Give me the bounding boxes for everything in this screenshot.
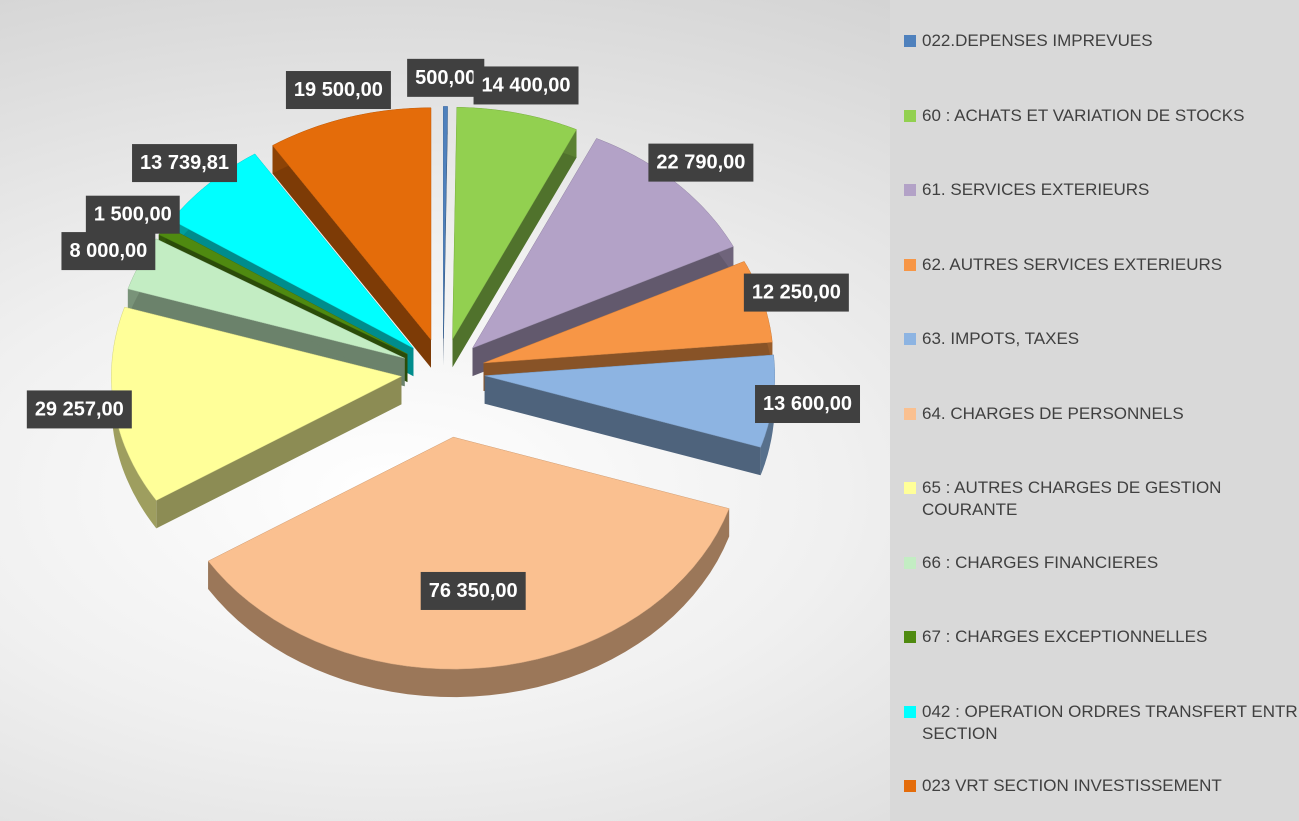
data-label: 500,00	[415, 67, 476, 89]
legend-entry: 65 : AUTRES CHARGES DE GESTION COURANTE	[904, 477, 1299, 521]
slice-side	[272, 145, 431, 368]
legend-swatch	[904, 556, 916, 569]
slice	[452, 107, 577, 341]
legend-swatch	[904, 780, 916, 792]
legend-swatch	[904, 631, 916, 643]
slice-side	[452, 129, 577, 368]
legend-label: 62. AUTRES SERVICES EXTERIEURS	[922, 254, 1223, 274]
slice	[171, 153, 414, 349]
slice-side	[111, 307, 157, 529]
legend-label: 023 VRT SECTION INVESTISSEMENT	[922, 776, 1222, 795]
data-label-box	[85, 195, 180, 234]
legend-entry: 62. AUTRES SERVICES EXTERIEURS	[904, 254, 1299, 276]
data-label-box	[755, 385, 861, 424]
legend-entry: 023 VRT SECTION INVESTISSEMENT	[904, 775, 1299, 797]
data-label: 19 500,00	[294, 79, 383, 101]
data-label: 29 257,00	[35, 398, 124, 420]
slice	[207, 436, 730, 670]
legend-label: 60 : ACHATS ET VARIATION DE STOCKS	[922, 105, 1245, 125]
legend-label: 67 : CHARGES EXCEPTIONNELLES	[922, 627, 1208, 646]
data-label-box	[420, 571, 526, 610]
legend-entry: 61. SERVICES EXTERIEURS	[904, 179, 1299, 201]
data-label-box	[132, 144, 238, 183]
slice-side	[484, 375, 761, 476]
slice	[471, 138, 734, 349]
data-label: 13 600,00	[763, 393, 852, 415]
pie-area: 500,00 14 400,00 22 790,00 12 250,00 13 600,…	[26, 58, 861, 698]
legend-entry: 66 : CHARGES FINANCIERES	[904, 552, 1299, 574]
legend-entry: 022.DEPENSES IMPREVUES	[904, 30, 1299, 52]
legend-label: 66 : CHARGES FINANCIERES	[922, 552, 1159, 572]
data-label: 22 790,00	[656, 152, 745, 174]
legend-label: 65 : AUTRES CHARGES DE GESTION COURANTE	[922, 478, 1222, 519]
legend-label: 64. CHARGES DE PERSONNELS	[922, 403, 1184, 423]
legend-label: 61. SERVICES EXTERIEURS	[922, 180, 1150, 199]
legend-entry: 60 : ACHATS ET VARIATION DE STOCKS	[904, 105, 1299, 127]
legend-swatch	[904, 407, 916, 420]
data-label-box	[407, 58, 485, 97]
legend-label: 022.DEPENSES IMPREVUES	[922, 31, 1153, 50]
data-label-box	[648, 143, 754, 182]
slice-side	[208, 508, 730, 698]
data-label: 12 250,00	[752, 282, 841, 304]
legend-swatch	[904, 35, 916, 47]
legend-entry: 64. CHARGES DE PERSONNELS	[904, 403, 1299, 425]
legend: 022.DEPENSES IMPREVUES 60 : ACHATS ET VAR…	[890, 0, 1299, 821]
legend-swatch	[904, 482, 916, 494]
legend-swatch	[904, 258, 916, 271]
data-label: 1 500,00	[94, 204, 172, 226]
legend-label: 042 : OPERATION ORDRES TRANSFERT ENTRE S…	[922, 701, 1299, 743]
legend-swatch	[904, 333, 916, 345]
data-label: 13 739,81	[140, 152, 229, 174]
data-label: 8 000,00	[69, 240, 147, 262]
data-label: 14 400,00	[482, 74, 571, 96]
legend-entry: 042 : OPERATION ORDRES TRANSFERT ENTRE S…	[904, 701, 1299, 745]
data-label-box	[743, 273, 849, 312]
slices	[111, 106, 775, 698]
slice	[272, 107, 432, 341]
data-label: 76 350,00	[429, 580, 518, 602]
slice	[443, 106, 448, 339]
legend-entry: 63. IMPOTS, TAXES	[904, 328, 1299, 350]
data-label-box	[61, 232, 156, 271]
legend-label: 63. IMPOTS, TAXES	[922, 329, 1080, 348]
legend-swatch	[904, 109, 916, 122]
data-label-box	[26, 390, 132, 429]
legend-swatch	[904, 705, 916, 718]
data-label-box	[473, 66, 579, 105]
legend-swatch	[904, 184, 916, 196]
data-label-box	[285, 71, 391, 110]
legend-entry: 67 : CHARGES EXCEPTIONNELLES	[904, 626, 1299, 648]
slice-side	[760, 354, 775, 476]
slice-side	[156, 376, 402, 529]
